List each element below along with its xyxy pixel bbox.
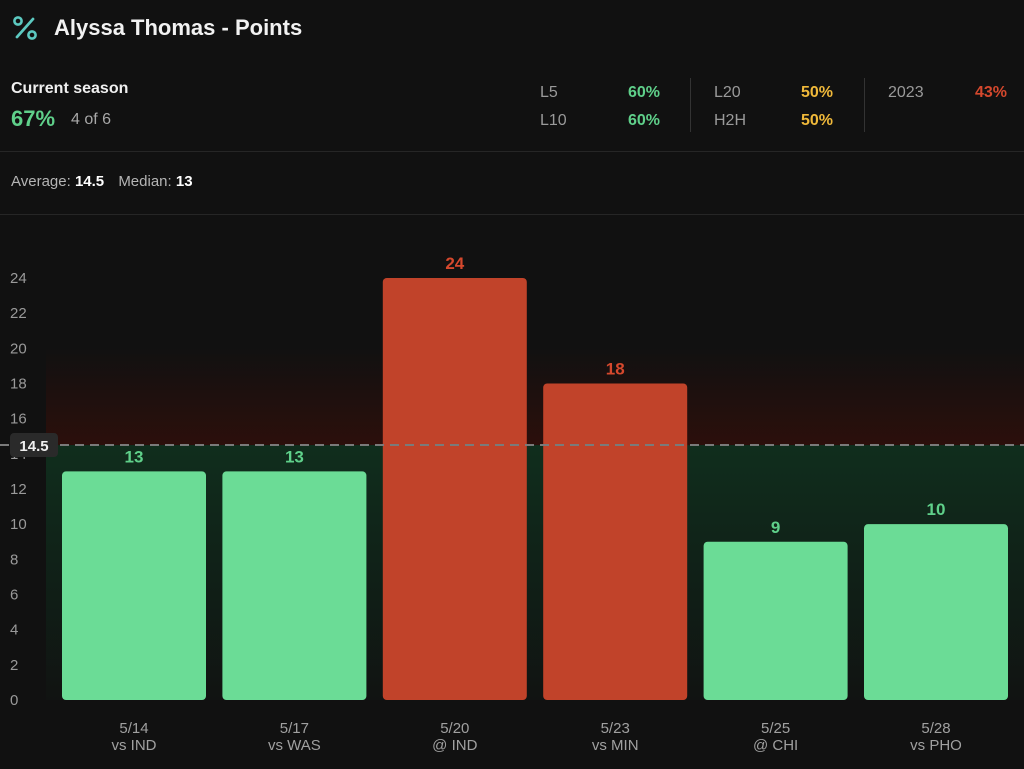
bar-value-label: 10: [927, 500, 946, 519]
bar-value-label: 9: [771, 518, 780, 537]
under-zone: [46, 445, 1024, 700]
bar-value-label: 18: [606, 360, 625, 379]
stat-key: 2023: [888, 84, 924, 101]
stat-2023: 2023 43%: [888, 84, 1007, 102]
bars: 13 13 24 18 9 10: [62, 254, 1008, 700]
x-date-label: 5/20: [440, 720, 469, 737]
divider: [0, 151, 1024, 152]
bar[interactable]: [703, 541, 848, 700]
stat-key: L20: [714, 84, 741, 101]
y-tick-label: 16: [10, 411, 27, 428]
bar[interactable]: [382, 278, 527, 700]
y-tick-label: 6: [10, 587, 18, 604]
stat-key: H2H: [714, 112, 747, 129]
summary-row: Average: 14.5 Median: 13: [11, 173, 203, 190]
header: Alyssa Thomas - Points: [0, 0, 1024, 58]
x-date-label: 5/14: [119, 720, 148, 737]
y-tick-label: 24: [10, 270, 27, 287]
y-tick-label: 22: [10, 305, 27, 322]
stat-key: L10: [540, 112, 567, 129]
bar[interactable]: [543, 383, 688, 701]
season-count: 4 of 6: [71, 111, 112, 128]
season-hit-rate: 67%: [11, 106, 56, 131]
bar[interactable]: [864, 524, 1008, 700]
bar-value-label: 13: [125, 447, 144, 466]
y-tick-label: 0: [10, 692, 18, 709]
median-value: 13: [175, 173, 193, 190]
x-opponent-label: vs MIN: [592, 737, 639, 754]
y-tick-label: 12: [10, 481, 27, 498]
average-label: Average:: [11, 173, 71, 190]
x-opponent-label: @ CHI: [753, 737, 798, 754]
x-date-label: 5/25: [761, 720, 790, 737]
threshold-box: [10, 433, 58, 458]
x-opponent-label: @ IND: [432, 737, 477, 754]
stat-key: L5: [540, 84, 558, 101]
bar[interactable]: [222, 471, 367, 700]
y-tick-label: 10: [10, 516, 27, 533]
divider: [690, 78, 691, 132]
stat-value: 60%: [628, 112, 661, 129]
divider: [864, 78, 865, 132]
over-zone: [46, 348, 1024, 446]
bar[interactable]: [62, 471, 206, 700]
x-date-label: 5/23: [601, 720, 630, 737]
current-season: Current season 67% 4 of 6: [11, 80, 129, 131]
stat-l10: L10 60%: [540, 112, 660, 130]
y-tick-label: 2: [10, 657, 18, 674]
x-opponent-label: vs WAS: [268, 737, 321, 754]
percent-icon: [13, 16, 37, 40]
stat-value: 50%: [801, 112, 834, 129]
season-label: Current season: [11, 80, 129, 97]
y-tick-label: 18: [10, 376, 27, 393]
x-date-label: 5/17: [280, 720, 309, 737]
stat-value: 50%: [801, 84, 834, 101]
y-axis: 024681012141618202224: [10, 270, 27, 709]
stat-value: 60%: [628, 84, 661, 101]
page-title: Alyssa Thomas - Points: [54, 15, 303, 40]
threshold-label: 14.5: [19, 438, 48, 455]
bar-value-label: 24: [445, 254, 464, 273]
stat-l20: L20 50%: [714, 84, 833, 102]
x-opponent-label: vs PHO: [910, 737, 962, 754]
y-tick-label: 20: [10, 340, 27, 357]
average-value: 14.5: [74, 173, 105, 190]
stat-h2h: H2H 50%: [714, 112, 833, 130]
x-opponent-label: vs IND: [112, 737, 157, 754]
divider: [0, 214, 1024, 215]
threshold-badge: 14.5: [10, 433, 58, 458]
y-tick-label: 4: [10, 622, 18, 639]
bar-value-label: 13: [285, 447, 304, 466]
x-date-label: 5/28: [921, 720, 950, 737]
stat-l5: L5 60%: [540, 84, 660, 102]
stat-value: 43%: [975, 84, 1008, 101]
y-tick-label: 8: [10, 551, 18, 568]
median-label: Median:: [118, 173, 172, 190]
